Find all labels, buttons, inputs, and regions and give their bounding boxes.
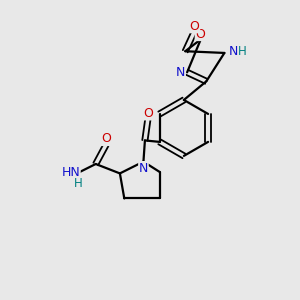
Text: H: H xyxy=(238,45,247,58)
Text: N: N xyxy=(139,162,148,175)
Text: N: N xyxy=(176,66,185,79)
Text: O: O xyxy=(143,107,153,120)
Text: O: O xyxy=(101,133,111,146)
Text: O: O xyxy=(190,20,200,33)
Text: O: O xyxy=(195,28,205,40)
Text: H: H xyxy=(74,177,82,190)
Text: HN: HN xyxy=(61,166,80,179)
Text: N: N xyxy=(229,45,238,58)
